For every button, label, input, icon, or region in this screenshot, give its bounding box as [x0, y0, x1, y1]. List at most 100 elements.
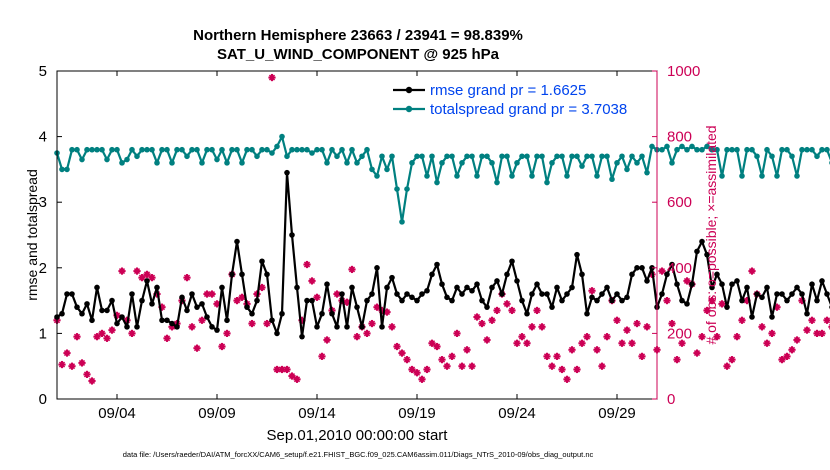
totalspread-point [149, 146, 155, 153]
obs-count-series [53, 73, 830, 385]
rmse-point [204, 314, 210, 320]
obs-point [453, 329, 461, 337]
rmse-point [399, 297, 405, 304]
obs-point [643, 323, 651, 331]
obs-point [683, 277, 691, 285]
totalspread-point [239, 160, 245, 166]
obs-point [413, 369, 421, 377]
y-tick-label-right: 600 [667, 194, 692, 211]
totalspread-point [459, 160, 465, 166]
totalspread-point [824, 146, 830, 153]
rmse-point [774, 291, 780, 297]
totalspread-point [659, 146, 665, 153]
obs-point [303, 260, 311, 269]
obs-point [138, 274, 146, 282]
totalspread-point [759, 173, 765, 179]
totalspread-point [689, 143, 695, 150]
totalspread-point [469, 153, 475, 160]
rmse-point [744, 284, 750, 291]
obs-point [538, 323, 546, 331]
obs-point [728, 356, 736, 364]
rmse-point [809, 281, 815, 288]
obs-point [218, 342, 226, 351]
totalspread-point [539, 153, 545, 160]
obs-point [393, 342, 401, 351]
rmse-point [59, 310, 65, 317]
totalspread-point [669, 160, 675, 166]
rmse-point [289, 232, 295, 238]
rmse-point [524, 310, 530, 317]
rmse-point [474, 281, 480, 288]
rmse-point [364, 297, 370, 304]
totalspread-point [99, 146, 105, 153]
obs-point [193, 344, 201, 352]
rmse-point [129, 291, 135, 297]
rmse-point [94, 284, 100, 291]
rmse-point [404, 291, 410, 297]
rmse-point [309, 297, 315, 304]
totalspread-point [524, 153, 530, 160]
obs-point [713, 333, 721, 341]
obs-point [148, 274, 156, 282]
rmse-point [114, 320, 120, 327]
totalspread-point [769, 153, 775, 160]
obs-point [823, 316, 830, 324]
obs-point [758, 323, 766, 331]
obs-point [478, 319, 486, 328]
rmse-point [279, 310, 285, 317]
totalspread-point [319, 146, 325, 153]
totalspread-point [744, 146, 750, 153]
totalspread-point [324, 160, 330, 166]
totalspread-point [274, 143, 280, 150]
totalspread-point [289, 146, 295, 153]
chart-title: Northern Hemisphere 23663 / 23941 = 98.8… [193, 27, 523, 44]
rmse-point [259, 258, 265, 265]
rmse-point [619, 297, 625, 304]
totalspread-point [734, 146, 740, 153]
obs-point [418, 375, 426, 383]
rmse-point [224, 317, 230, 324]
totalspread-point [349, 146, 355, 153]
totalspread-point [449, 153, 455, 160]
rmse-point [74, 304, 80, 310]
right-axis: 0 200 400 600 800 1000 [652, 63, 700, 408]
rmse-point [229, 271, 235, 278]
legend-marker [405, 105, 413, 113]
rmse-point [459, 291, 465, 297]
x-tick-label: 09/09 [198, 405, 236, 422]
totalspread-point [819, 146, 825, 153]
obs-point [468, 362, 476, 370]
obs-point [398, 349, 406, 357]
totalspread-point [794, 173, 800, 179]
obs-point [318, 352, 326, 360]
rmse-point [104, 307, 110, 314]
obs-point [513, 339, 521, 347]
rmse-point [724, 304, 730, 310]
rmse-point [299, 333, 305, 340]
obs-point [388, 323, 396, 331]
obs-point [473, 313, 481, 321]
rmse-point [124, 324, 130, 330]
totalspread-point [109, 146, 115, 153]
obs-point [763, 339, 771, 347]
obs-point [78, 359, 86, 367]
totalspread-point [454, 173, 460, 179]
totalspread-point [174, 146, 180, 153]
rmse-point [394, 291, 400, 297]
obs-point [718, 300, 726, 308]
rmse-point [379, 324, 385, 330]
totalspread-point [664, 143, 670, 150]
rmse-point [569, 284, 575, 291]
rmse-point [479, 297, 485, 304]
totalspread-point [579, 163, 585, 169]
rmse-point [674, 281, 680, 288]
obs-point [233, 297, 241, 305]
y-tick-label: 3 [39, 194, 47, 211]
totalspread-point [419, 153, 425, 160]
obs-point [443, 362, 451, 370]
rmse-point [64, 291, 70, 297]
totalspread-point [614, 160, 620, 166]
rmse-point [739, 297, 745, 304]
y-tick-label: 0 [39, 391, 47, 408]
totalspread-point [344, 160, 350, 166]
